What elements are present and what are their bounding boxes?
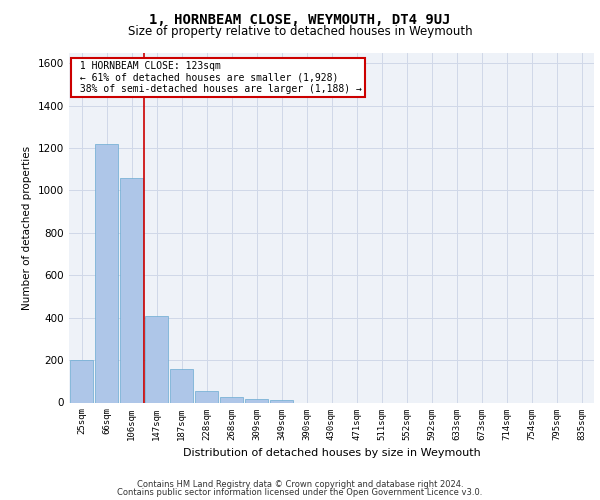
Bar bbox=[145, 316, 169, 402]
Bar bbox=[170, 368, 193, 402]
X-axis label: Distribution of detached houses by size in Weymouth: Distribution of detached houses by size … bbox=[182, 448, 481, 458]
Y-axis label: Number of detached properties: Number of detached properties bbox=[22, 146, 32, 310]
Text: 1 HORNBEAM CLOSE: 123sqm
 ← 61% of detached houses are smaller (1,928)
 38% of s: 1 HORNBEAM CLOSE: 123sqm ← 61% of detach… bbox=[74, 61, 362, 94]
Text: 1, HORNBEAM CLOSE, WEYMOUTH, DT4 9UJ: 1, HORNBEAM CLOSE, WEYMOUTH, DT4 9UJ bbox=[149, 12, 451, 26]
Bar bbox=[194, 391, 218, 402]
Bar bbox=[95, 144, 118, 402]
Text: Contains public sector information licensed under the Open Government Licence v3: Contains public sector information licen… bbox=[118, 488, 482, 497]
Bar bbox=[119, 178, 143, 402]
Text: Size of property relative to detached houses in Weymouth: Size of property relative to detached ho… bbox=[128, 25, 472, 38]
Bar bbox=[220, 397, 244, 402]
Bar bbox=[70, 360, 94, 403]
Bar bbox=[245, 400, 268, 402]
Text: Contains HM Land Registry data © Crown copyright and database right 2024.: Contains HM Land Registry data © Crown c… bbox=[137, 480, 463, 489]
Bar bbox=[269, 400, 293, 402]
